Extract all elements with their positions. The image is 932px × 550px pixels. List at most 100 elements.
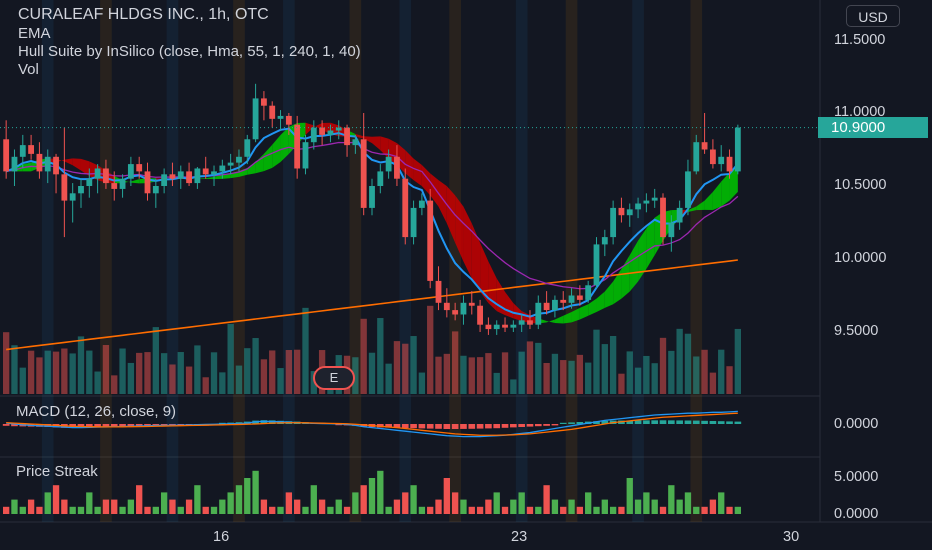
hull-band-segment <box>263 144 273 172</box>
volume-bar <box>69 353 76 394</box>
volume-bar <box>352 357 359 394</box>
volume-bar <box>693 356 700 394</box>
macd-histogram-bar <box>110 424 118 427</box>
macd-histogram-bar <box>410 424 417 429</box>
streak-bar <box>360 485 367 514</box>
streak-bar <box>385 506 392 514</box>
time-tick: 30 <box>783 529 800 545</box>
session-stripe <box>449 0 461 522</box>
candle-body <box>119 178 126 189</box>
candle-body <box>369 186 375 208</box>
candle-body <box>485 324 492 330</box>
volume-bar <box>185 366 193 394</box>
candle-body <box>610 207 617 238</box>
candle-body <box>601 237 608 245</box>
candle-body <box>285 115 292 125</box>
earnings-marker[interactable]: E <box>313 366 355 390</box>
streak-bar <box>177 506 184 514</box>
streak-bar <box>734 506 742 514</box>
candle-body <box>718 156 725 165</box>
macd-histogram-bar <box>493 424 501 429</box>
volume-bar <box>659 337 667 394</box>
currency-button[interactable]: USD <box>846 5 900 27</box>
streak-bar <box>626 478 633 514</box>
hull-band-segment <box>712 181 722 211</box>
macd-histogram-bar <box>102 424 110 428</box>
candle-body <box>552 299 558 311</box>
volume-bar <box>543 363 550 394</box>
volume-bar <box>86 350 93 394</box>
streak-bar <box>27 499 35 514</box>
session-stripe <box>399 0 412 522</box>
hull-band-segment <box>696 200 705 211</box>
macd-histogram-bar <box>85 424 93 428</box>
macd-histogram-bar <box>593 421 600 424</box>
volume-bar <box>19 367 26 394</box>
streak-bar <box>368 478 376 514</box>
candle-body <box>161 174 168 186</box>
streak-bar <box>418 506 426 514</box>
hull-band-segment <box>554 315 564 324</box>
macd-histogram-bar <box>668 420 675 424</box>
volume-bar <box>119 348 126 394</box>
streak-tick: 0.0000 <box>834 506 879 522</box>
candle-body <box>227 162 234 166</box>
macd-histogram-bar <box>526 424 534 427</box>
streak-bar <box>210 506 218 514</box>
streak-bar <box>560 506 567 514</box>
volume-bar <box>526 341 534 394</box>
streak-bar <box>160 492 168 514</box>
hull-band-segment <box>421 165 431 196</box>
candle-body <box>402 178 409 238</box>
session-stripe <box>233 0 245 522</box>
macd-histogram-bar <box>659 420 667 424</box>
candle-body <box>394 156 400 179</box>
streak-bar <box>634 499 642 514</box>
macd-histogram-bar <box>418 424 426 429</box>
macd-histogram-bar <box>692 420 700 424</box>
streak-bar <box>377 470 384 514</box>
vol-legend[interactable]: Vol <box>18 61 39 78</box>
streak-bar <box>219 499 226 514</box>
streak-bar <box>451 492 459 514</box>
candle-body <box>543 302 550 311</box>
streak-bar <box>269 506 276 514</box>
candle-body <box>44 156 51 172</box>
volume-bar <box>177 352 184 394</box>
volume-bar <box>684 333 692 394</box>
ema-legend[interactable]: EMA <box>18 25 51 42</box>
hull-band-segment <box>280 126 289 163</box>
candle-body <box>701 142 708 150</box>
streak-bar <box>659 506 667 514</box>
macd-histogram-bar <box>543 424 550 426</box>
volume-bar <box>252 338 259 394</box>
volume-bar <box>144 352 151 394</box>
hull-band-segment <box>72 158 81 171</box>
hull-band-segment <box>579 304 589 320</box>
volume-bar <box>111 375 118 394</box>
macd-title[interactable]: MACD (12, 26, close, 9) <box>16 403 177 420</box>
candle-body <box>186 171 192 184</box>
symbol-title[interactable]: CURALEAF HLDGS INC., 1h, OTC <box>18 6 269 23</box>
candle-body <box>518 320 525 325</box>
hull-band-segment <box>704 191 713 211</box>
streak-bar <box>609 506 617 514</box>
streak-title[interactable]: Price Streak <box>16 463 98 480</box>
volume-bar <box>36 357 43 394</box>
macd-histogram-bar <box>476 424 484 429</box>
hull-band-segment <box>613 268 622 305</box>
candle-body <box>69 193 76 201</box>
hull-band-segment <box>596 291 605 313</box>
candle-body <box>685 171 691 208</box>
hull-legend[interactable]: Hull Suite by InSilico (close, Hma, 55, … <box>18 43 361 60</box>
streak-bar <box>86 492 93 514</box>
streak-bar <box>144 506 151 514</box>
volume-bar <box>551 353 559 394</box>
macd-histogram-bar <box>676 420 683 424</box>
candle-body <box>443 302 450 311</box>
volume-bar <box>152 327 159 394</box>
streak-bar <box>318 499 326 514</box>
hull-band-segment <box>413 158 422 187</box>
candle-body <box>194 168 201 184</box>
